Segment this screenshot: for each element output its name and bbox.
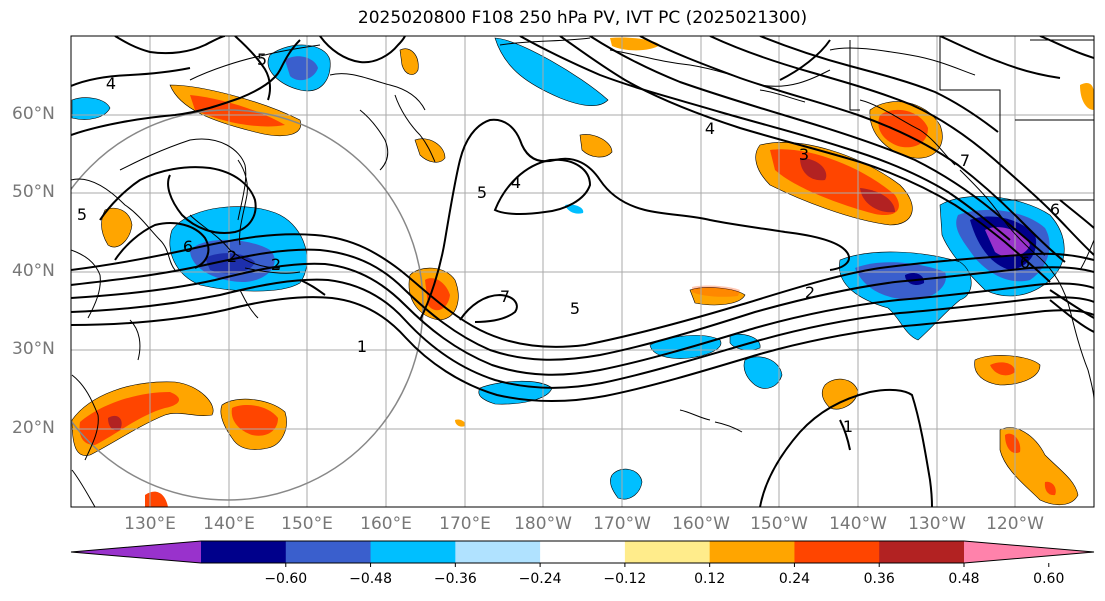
contour-label: 1 [357, 337, 367, 356]
colorbar-segment [285, 541, 372, 563]
colorbar-segment [879, 541, 965, 563]
colorbar-tick-label: −0.24 [518, 571, 562, 587]
lon-label: 140°E [203, 514, 255, 534]
contour-label: 5 [570, 299, 580, 318]
contour-label: 3 [799, 145, 809, 164]
reference-circle [71, 109, 424, 501]
lat-label: 30°N [12, 339, 55, 359]
contour-label: 7 [960, 151, 970, 170]
lon-label: 140°W [829, 514, 887, 534]
colorbar-tick-label: −0.60 [264, 571, 308, 587]
colorbar-segment [370, 541, 456, 563]
lon-label: 130°W [908, 514, 966, 534]
contour-label: 6 [1050, 200, 1060, 219]
contour-label: 4 [106, 74, 116, 93]
colorbar-segment [709, 541, 795, 563]
contour-label: 5 [477, 183, 487, 202]
colorbar-tick-label: 0.12 [694, 571, 726, 587]
colorbar-tick-label: −0.48 [349, 571, 392, 587]
lat-label: 60°N [12, 104, 55, 124]
lat-label: 40°N [12, 261, 55, 281]
contour-label: 4 [705, 119, 715, 138]
lat-label: 20°N [12, 418, 55, 438]
colorbar-extend-high [964, 541, 1094, 563]
lon-label: 170°E [439, 514, 491, 534]
colorbar-extend-low [71, 541, 201, 563]
contour-label: 2 [227, 247, 237, 266]
coastlines [71, 36, 1094, 507]
contour-label: 4 [511, 173, 521, 192]
contour-labels: 4 5 6 2 2 1 5 4 5 7 5 3 4 7 2 1 6 6 [77, 50, 1060, 436]
colorbar-tick-label: −0.36 [433, 571, 477, 587]
map-title: 2025020800 F108 250 hPa PV, IVT PC (2025… [357, 8, 808, 28]
contour-label: 6 [1020, 253, 1030, 272]
lon-label: 130°E [124, 514, 176, 534]
contour-label: 5 [77, 205, 87, 224]
colorbar [70, 540, 1095, 567]
contour-label: 7 [500, 287, 510, 306]
lon-label: 160°W [672, 514, 730, 534]
lon-label: 170°W [593, 514, 651, 534]
lon-label: 150°E [281, 514, 333, 534]
colorbar-segment [624, 541, 711, 563]
colorbar-segment [201, 541, 287, 563]
pv-contours [71, 36, 1094, 507]
lon-label: 160°E [360, 514, 412, 534]
colorbar-tick-label: 0.36 [863, 571, 895, 587]
lon-label: 180°W [514, 514, 572, 534]
colorbar-segment [794, 541, 880, 563]
colorbar-tick-label: −0.12 [603, 571, 647, 587]
colorbar-outline [70, 540, 1095, 564]
colorbar-segment [455, 541, 541, 563]
contour-label: 6 [183, 237, 193, 256]
colorbar-segment [540, 541, 626, 563]
plot-frame [70, 35, 1095, 508]
contour-label: 5 [257, 50, 267, 69]
colorbar-tick-label: 0.24 [778, 571, 811, 587]
lon-label: 150°W [750, 514, 808, 534]
contour-label: 1 [843, 417, 853, 436]
lat-label: 50°N [12, 182, 55, 202]
contour-label: 2 [805, 283, 815, 302]
lon-label: 120°W [986, 514, 1044, 534]
colorbar-tick-label: 0.48 [948, 571, 980, 587]
colorbar-tick-label: 0.60 [1033, 571, 1065, 587]
contour-label: 2 [271, 255, 281, 274]
